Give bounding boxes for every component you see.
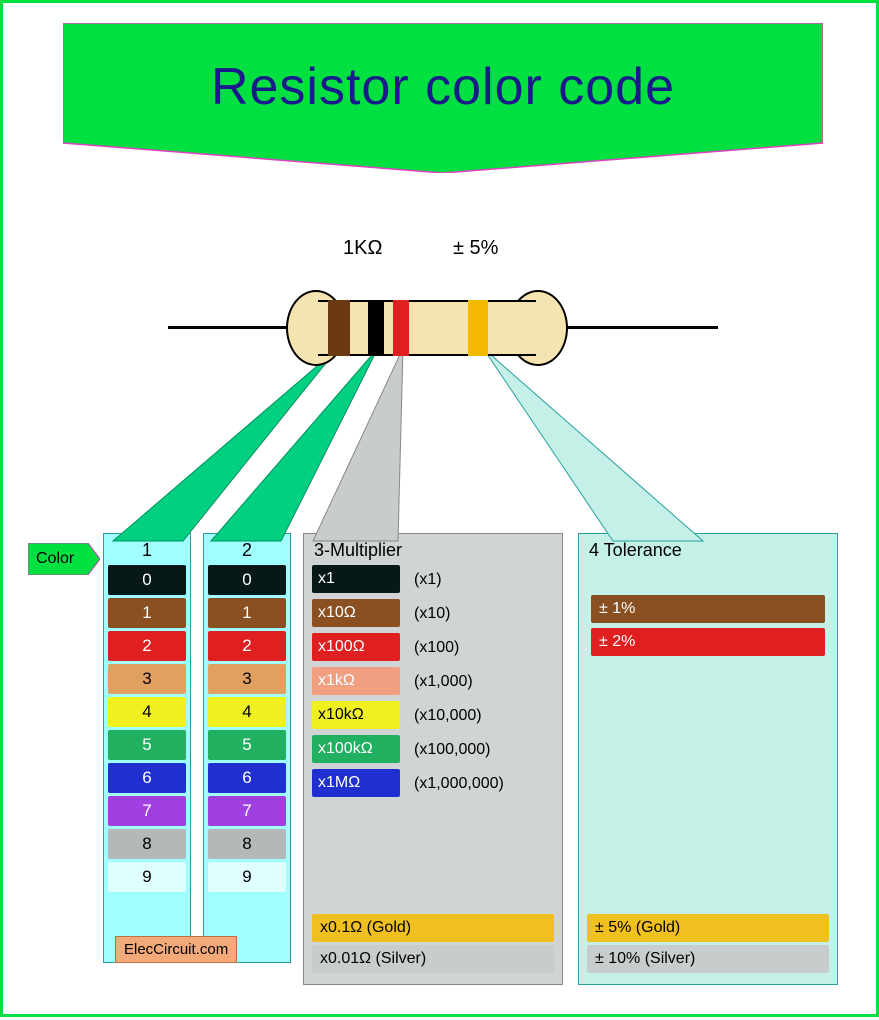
tolerance-row: ± 1% [591, 595, 825, 623]
multiplier-swatch: x100kΩ [312, 735, 400, 763]
multiplier-row: x100kΩ (x100,000) [312, 735, 554, 765]
multiplier-swatch: x1MΩ [312, 769, 400, 797]
digit1-row-4: 4 [108, 697, 186, 727]
multiplier-note: (x1,000) [414, 667, 473, 697]
digit1-row-8: 8 [108, 829, 186, 859]
multiplier-header: 3-Multiplier [304, 534, 562, 565]
title-text: Resistor color code [63, 57, 823, 117]
multiplier-note: (x10) [414, 599, 450, 629]
multiplier-row: x1 (x1) [312, 565, 554, 595]
tolerance-header: 4 Tolerance [579, 534, 837, 565]
digit1-header: 1 [104, 534, 190, 565]
multiplier-swatch: x10kΩ [312, 701, 400, 729]
example-tolerance: ± 5% [453, 237, 498, 260]
digit1-row-9: 9 [108, 862, 186, 892]
multiplier-note: (x1,000,000) [414, 769, 504, 799]
resistor-diagram [168, 278, 728, 398]
digit2-row-8: 8 [208, 829, 286, 859]
digit2-row-9: 9 [208, 862, 286, 892]
digit2-panel: 2 0123456789 [203, 533, 291, 963]
multiplier-row: x1kΩ (x1,000) [312, 667, 554, 697]
title-banner: Resistor color code [63, 23, 823, 173]
multiplier-row: x1MΩ (x1,000,000) [312, 769, 554, 799]
digit1-row-7: 7 [108, 796, 186, 826]
multiplier-swatch: x100Ω [312, 633, 400, 661]
tolerance-bottom-row: ± 5% (Gold) [587, 914, 829, 942]
digit1-row-6: 6 [108, 763, 186, 793]
multiplier-note: (x10,000) [414, 701, 482, 731]
multiplier-note: (x100,000) [414, 735, 491, 765]
example-value: 1KΩ [343, 237, 382, 260]
attribution: ElecCircuit.com [115, 936, 237, 963]
band-2 [368, 300, 384, 356]
digit1-panel: 1 0123456789 [103, 533, 191, 963]
digit2-row-3: 3 [208, 664, 286, 694]
digit1-row-0: 0 [108, 565, 186, 595]
band-1 [328, 300, 350, 356]
multiplier-note: (x1) [414, 565, 442, 595]
multiplier-bottom-row: x0.1Ω (Gold) [312, 914, 554, 942]
multiplier-swatch: x1kΩ [312, 667, 400, 695]
band-4 [468, 300, 488, 356]
digit2-row-2: 2 [208, 631, 286, 661]
digit2-row-7: 7 [208, 796, 286, 826]
digit2-row-6: 6 [208, 763, 286, 793]
multiplier-bottom-row: x0.01Ω (Silver) [312, 945, 554, 973]
digit2-row-5: 5 [208, 730, 286, 760]
multiplier-swatch: x1 [312, 565, 400, 593]
body-mid [318, 300, 536, 356]
color-tag: Color [28, 543, 100, 575]
tolerance-panel: 4 Tolerance ± 1% ± 2% ± 5% (Gold) ± 10% (S… [578, 533, 838, 985]
digit2-row-4: 4 [208, 697, 286, 727]
color-tag-text: Color [36, 550, 74, 568]
digit2-row-0: 0 [208, 565, 286, 595]
multiplier-panel: 3-Multiplier x1(x1)x10Ω(x10)x100Ω(x100)x… [303, 533, 563, 985]
multiplier-row: x100Ω (x100) [312, 633, 554, 663]
multiplier-swatch: x10Ω [312, 599, 400, 627]
digit1-row-5: 5 [108, 730, 186, 760]
multiplier-row: x10Ω (x10) [312, 599, 554, 629]
digit2-header: 2 [204, 534, 290, 565]
band-3 [393, 300, 409, 356]
digit1-row-3: 3 [108, 664, 186, 694]
multiplier-row: x10kΩ (x10,000) [312, 701, 554, 731]
digit1-row-1: 1 [108, 598, 186, 628]
digit1-row-2: 2 [108, 631, 186, 661]
tolerance-bottom-row: ± 10% (Silver) [587, 945, 829, 973]
digit2-row-1: 1 [208, 598, 286, 628]
multiplier-note: (x100) [414, 633, 459, 663]
tolerance-row: ± 2% [591, 628, 825, 656]
